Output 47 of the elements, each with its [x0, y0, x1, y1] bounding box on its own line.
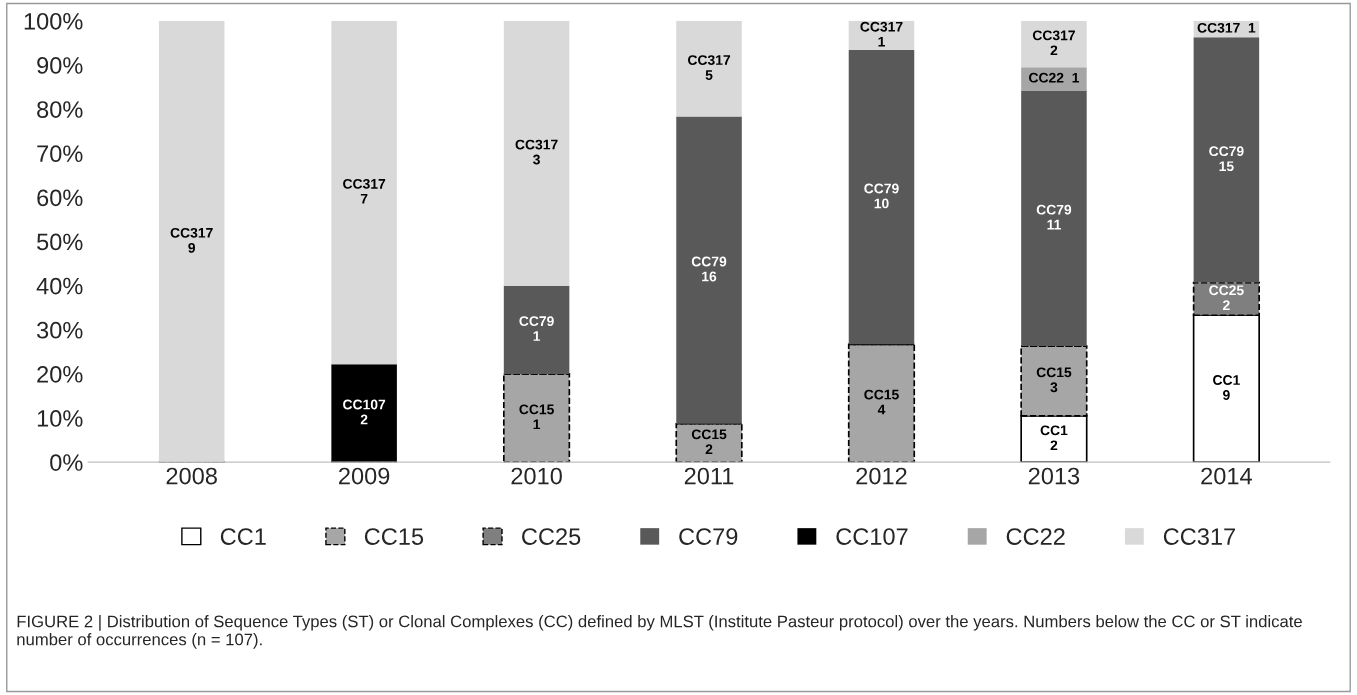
x-tick-label: 2008	[166, 467, 217, 485]
legend-label: CC107	[836, 528, 908, 545]
x-tick-label: 2011	[684, 467, 734, 485]
data-label: CC79 10	[864, 183, 899, 209]
y-tick-label: 80%	[37, 101, 83, 118]
legend-label: CC25	[522, 528, 581, 545]
caption: FIGURE 2 | Distribution of Sequence Types (ST) or Clonal Complexes (CC) defined by MLST (Institute Pasteur protocol) over the years. Numbers below the CC or ST indicate number of occurrences (n = 107).	[17, 615, 1302, 649]
data-label: CC107 2	[343, 399, 386, 425]
data-label: CC15 3	[1036, 367, 1072, 393]
data-label: CC22 1	[1029, 72, 1080, 83]
legend-label: CC15	[364, 528, 424, 545]
y-tick-label: 30%	[36, 321, 83, 339]
data-label: CC79 15	[1209, 146, 1244, 172]
x-tick-label: 2009	[339, 467, 390, 485]
legend-label: CC79	[679, 528, 738, 545]
legend-label: CC317	[1163, 528, 1235, 545]
y-tick-label: 40%	[36, 277, 83, 295]
y-tick-label: 20%	[37, 365, 83, 383]
data-label: CC317 9	[170, 227, 213, 253]
x-tick-label: 2014	[1201, 467, 1252, 485]
data-label: CC1 9	[1213, 375, 1240, 400]
data-label: CC317 3	[515, 139, 558, 165]
x-tick-label: 2012	[856, 467, 907, 485]
legend-label: CC1	[220, 528, 266, 545]
data-label: CC25 2	[1209, 285, 1244, 310]
data-label: CC317 5	[687, 55, 731, 80]
data-label: CC317 7	[343, 178, 386, 204]
data-label: CC317 1	[1197, 22, 1256, 33]
y-tick-label: 0%	[50, 454, 83, 471]
x-tick-label: 2010	[511, 467, 562, 485]
data-label: CC79 1	[519, 316, 554, 341]
x-tick-label: 2013	[1028, 467, 1080, 485]
data-label: CC79 11	[1036, 204, 1072, 230]
data-label: CC1 2	[1040, 425, 1068, 451]
data-label: CC79 16	[691, 256, 727, 282]
y-tick-label: 100%	[24, 12, 83, 30]
y-tick-label: 50%	[37, 233, 83, 251]
y-tick-label: 70%	[37, 145, 83, 163]
y-tick-label: 10%	[37, 410, 83, 427]
data-label: CC15 1	[519, 404, 554, 430]
y-tick-label: 60%	[37, 189, 83, 207]
data-label: CC317 1	[860, 21, 903, 47]
legend-label: CC22	[1006, 528, 1065, 545]
data-label: CC15 4	[864, 389, 899, 415]
y-tick-label: 90%	[37, 57, 83, 74]
data-label: CC15 2	[691, 429, 727, 455]
data-label: CC317 2	[1032, 30, 1075, 56]
